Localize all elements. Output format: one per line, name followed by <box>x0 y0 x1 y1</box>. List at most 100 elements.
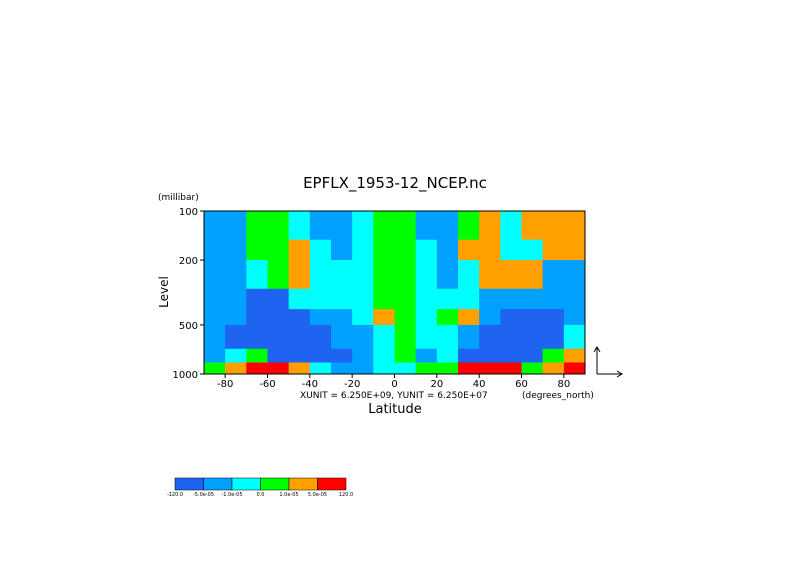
contour-cell <box>521 260 544 290</box>
contour-cell <box>394 324 417 350</box>
contour-cell <box>542 288 565 310</box>
contour-cell <box>288 309 311 326</box>
contour-cell <box>267 260 290 290</box>
contour-cell <box>479 309 501 326</box>
contour-cell <box>225 239 247 261</box>
contour-cell <box>563 211 586 241</box>
contour-cell <box>331 288 353 310</box>
contour-cell <box>436 309 459 326</box>
contour-cell <box>373 260 395 290</box>
contour-cell <box>204 362 226 375</box>
contour-cell <box>204 309 226 326</box>
contour-cell <box>479 239 501 261</box>
contour-cell <box>500 239 522 261</box>
colorbar-box <box>174 477 204 491</box>
contour-cell <box>521 309 544 326</box>
colorbar-label: 0.0 <box>257 492 265 498</box>
contour-cell <box>246 239 268 261</box>
y-tick-label: 1000 <box>173 370 198 381</box>
contour-cell <box>415 211 438 241</box>
chart-title: EPFLX_1953-12_NCEP.nc <box>303 174 487 193</box>
contour-cell <box>352 260 374 290</box>
reference-vector <box>593 346 623 378</box>
contour-cell <box>500 348 522 363</box>
contour-cell <box>373 309 395 326</box>
y-tick-label: 100 <box>179 207 198 218</box>
contour-cell <box>542 211 565 241</box>
contour-cell <box>288 260 311 290</box>
contour-cell <box>500 211 522 241</box>
contour-cell <box>309 211 332 241</box>
x-tick-label: 40 <box>473 379 486 390</box>
contour-cell <box>436 239 459 261</box>
contour-cell <box>267 239 290 261</box>
contour-cell <box>352 362 374 375</box>
contour-cell <box>458 324 480 350</box>
contour-cell <box>309 239 332 261</box>
contour-cell <box>204 324 226 350</box>
contour-cell <box>225 309 247 326</box>
contour-cell <box>204 288 226 310</box>
x-tick-label: 60 <box>515 379 528 390</box>
contour-cell <box>246 211 268 241</box>
x-unit: (degrees_north) <box>522 391 594 401</box>
contour-cell <box>415 288 438 310</box>
contour-cell <box>267 288 290 310</box>
contour-cell <box>309 348 332 363</box>
contour-cell <box>331 324 353 350</box>
contour-cell <box>479 288 501 310</box>
contour-cell <box>415 260 438 290</box>
contour-cell <box>352 309 374 326</box>
contour-cell <box>246 324 268 350</box>
contour-cell <box>225 324 247 350</box>
colorbar-box <box>288 477 318 491</box>
colorbar-box <box>260 477 290 491</box>
colorbar-box <box>203 477 233 491</box>
contour-cell <box>436 348 459 363</box>
contour-cell <box>479 260 501 290</box>
contour-cell <box>288 288 311 310</box>
contour-cell <box>563 348 586 363</box>
contour-cell <box>394 260 417 290</box>
contour-cell <box>246 362 268 375</box>
contour-cell <box>542 348 565 363</box>
contour-cell <box>225 288 247 310</box>
contour-cell <box>394 211 417 241</box>
contour-cell <box>331 211 353 241</box>
contour-cell <box>288 348 311 363</box>
contour-cell <box>458 309 480 326</box>
contour-cell <box>288 324 311 350</box>
vector-note: XUNIT = 6.250E+09, YUNIT = 6.250E+07 <box>300 391 488 401</box>
contour-cell <box>563 324 586 350</box>
contour-cell <box>352 239 374 261</box>
contour-cell <box>204 211 226 241</box>
contour-cell <box>225 362 247 375</box>
contour-cell <box>373 348 395 363</box>
contour-cell <box>246 288 268 310</box>
colorbar-label: -5.0e-05 <box>193 492 214 498</box>
colorbar-label: -1.0e-05 <box>222 492 243 498</box>
x-tick-label: -20 <box>344 379 360 390</box>
contour-cell <box>415 309 438 326</box>
contour-cell <box>542 309 565 326</box>
contour-cell <box>394 362 417 375</box>
contour-cell <box>352 288 374 310</box>
contour-cell <box>373 362 395 375</box>
colorbar-box <box>231 477 261 491</box>
x-tick-label: -80 <box>217 379 233 390</box>
contour-cell <box>415 348 438 363</box>
colorbar-box <box>317 477 347 491</box>
contour-cell <box>563 309 586 326</box>
contour-cell <box>394 288 417 310</box>
contour-cell <box>415 324 438 350</box>
contour-cell <box>267 324 290 350</box>
contour-cell <box>521 239 544 261</box>
colorbar-label: 120.0 <box>339 492 353 498</box>
contour-cell <box>415 362 438 375</box>
contour-cell <box>500 288 522 310</box>
contour-cell <box>500 362 522 375</box>
contour-cell <box>225 211 247 241</box>
contour-cell <box>225 348 247 363</box>
contour-cell <box>204 348 226 363</box>
